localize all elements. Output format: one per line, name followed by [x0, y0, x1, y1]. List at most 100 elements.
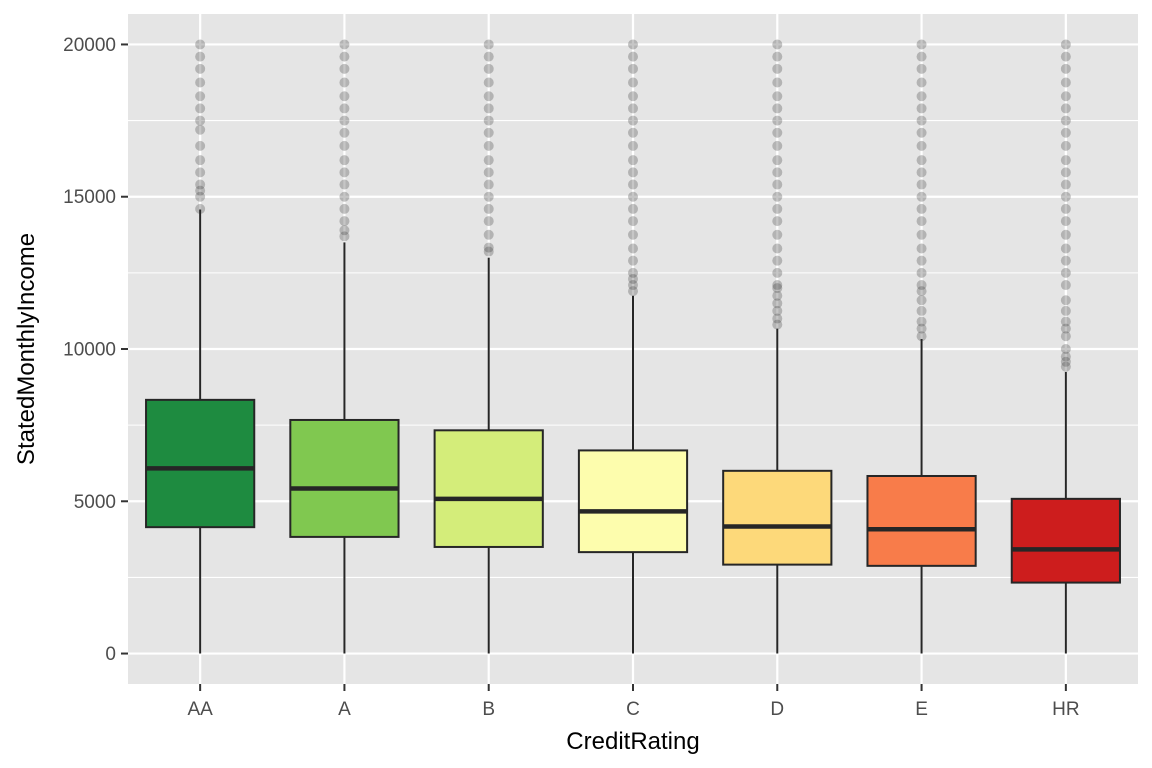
outlier-point [916, 323, 927, 334]
outlier-point [628, 255, 638, 266]
outlier-point [339, 155, 350, 166]
x-tick-label: D [770, 699, 784, 720]
x-tick-label: A [338, 699, 351, 720]
x-tick-label: E [915, 699, 928, 720]
outlier-point [1060, 316, 1071, 327]
outlier-point [339, 167, 350, 178]
outlier-point [628, 243, 638, 254]
outlier-point [772, 155, 783, 166]
outlier-point [916, 77, 927, 88]
outlier-point [916, 255, 927, 266]
outlier-point [916, 51, 927, 62]
outlier-point [1060, 155, 1071, 166]
outlier-point [772, 140, 783, 151]
outlier-point [483, 155, 494, 166]
y-axis-ticks: 0 5000 10000 15000 20000 [63, 35, 128, 665]
outlier-point [483, 179, 494, 190]
outlier-point [339, 77, 350, 88]
outlier-point [195, 179, 206, 190]
outlier-point [772, 255, 783, 266]
outlier-point [916, 127, 927, 138]
outlier-point [1060, 51, 1071, 62]
outlier-point [628, 203, 638, 214]
outlier-point [483, 77, 494, 88]
outlier-point [339, 191, 350, 202]
outlier-point [628, 191, 638, 202]
outlier-point [916, 203, 927, 214]
outlier-point [339, 216, 350, 227]
outlier-point [195, 91, 206, 102]
outlier-point [628, 167, 638, 178]
outlier-point [628, 127, 638, 138]
outlier-point [339, 140, 350, 151]
outlier-point [195, 191, 206, 202]
outlier-point [483, 63, 494, 74]
x-axis-title: CreditRating [566, 728, 699, 755]
y-tick-label: 5000 [74, 492, 116, 513]
outlier-point [628, 140, 638, 151]
outlier-point [916, 280, 927, 291]
outlier-point [916, 295, 927, 306]
outlier-point [916, 115, 927, 126]
outlier-point [628, 280, 638, 291]
outlier-point [916, 140, 927, 151]
outlier-point [195, 63, 206, 74]
outlier-point [916, 331, 927, 342]
outlier-point [1060, 203, 1071, 214]
outlier-point [195, 77, 206, 88]
outlier-point [195, 39, 206, 50]
outlier-point [628, 155, 638, 166]
outlier-point [483, 127, 494, 138]
outlier-point [772, 216, 783, 227]
box-aa [145, 39, 256, 654]
outlier-point [772, 167, 783, 178]
outlier-point [483, 191, 494, 202]
outlier-point [483, 39, 494, 50]
outlier-point [339, 103, 350, 114]
iqr-box [145, 398, 256, 529]
outlier-point [195, 203, 206, 214]
outlier-point [1060, 191, 1071, 202]
outlier-point [339, 115, 350, 126]
outlier-point [772, 127, 783, 138]
outlier-point [1060, 179, 1071, 190]
x-tick-label: C [626, 699, 640, 720]
outlier-point [772, 290, 783, 301]
outlier-point [916, 155, 927, 166]
outlier-point [483, 167, 494, 178]
outlier-point [483, 216, 494, 227]
outlier-point [195, 51, 206, 62]
outlier-point [628, 77, 638, 88]
box-d [722, 39, 833, 654]
outlier-point [772, 229, 783, 240]
box-series [145, 39, 1121, 654]
outlier-point [483, 242, 494, 253]
outlier-point [483, 203, 494, 214]
outlier-point [1060, 140, 1071, 151]
iqr-box [1010, 497, 1121, 584]
outlier-point [916, 243, 927, 254]
outlier-point [772, 179, 783, 190]
outlier-point [628, 39, 638, 50]
outlier-point [1060, 91, 1071, 102]
outlier-point [1060, 356, 1071, 367]
outlier-point [1060, 344, 1071, 354]
outlier-point [1060, 127, 1071, 138]
outlier-point [916, 305, 927, 316]
iqr-box [577, 449, 689, 554]
outlier-point [483, 246, 494, 257]
outlier-point [772, 63, 783, 74]
outlier-point [339, 179, 350, 190]
outlier-point [339, 63, 350, 74]
outlier-point [1060, 295, 1071, 306]
outlier-point [772, 51, 783, 62]
outlier-point [339, 51, 350, 62]
outlier-point [1060, 361, 1071, 372]
outlier-point [772, 305, 783, 316]
iqr-box [433, 429, 544, 548]
outlier-point [195, 140, 206, 151]
outlier-point [628, 51, 638, 62]
outlier-point [628, 286, 638, 297]
outlier-point [483, 91, 494, 102]
outlier-point [772, 267, 783, 278]
